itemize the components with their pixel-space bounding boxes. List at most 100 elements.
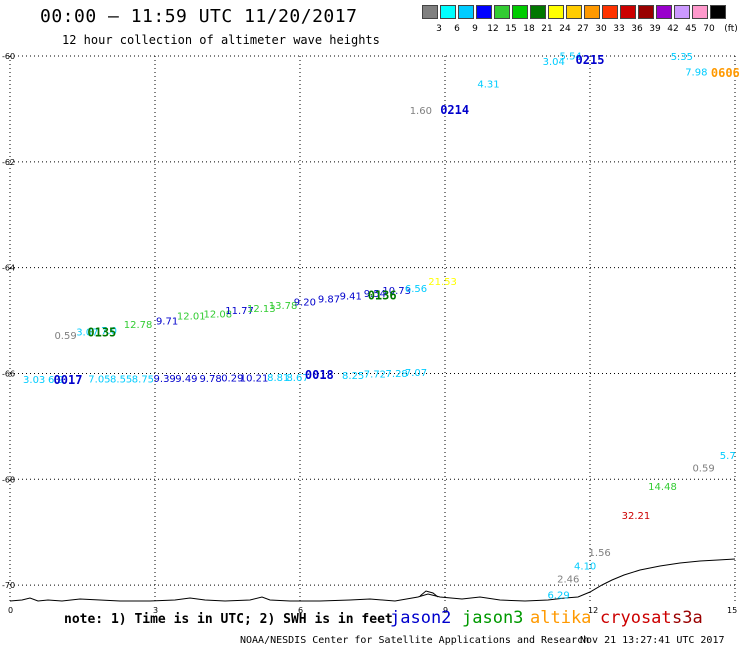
wave-height-value: 9.78 <box>199 374 221 385</box>
scale-swatch <box>566 5 582 19</box>
wave-height-value: 3.03 <box>23 375 45 386</box>
wave-height-value: 10.21 <box>240 373 269 384</box>
pass-label: 0017 <box>54 373 83 387</box>
wave-height-value: 0.59 <box>692 463 714 474</box>
wave-height-value: 12.08 <box>204 309 233 320</box>
scale-swatch <box>548 5 564 19</box>
wave-height-value: 11.77 <box>225 306 254 317</box>
wave-height-value: 3.04 <box>543 57 565 68</box>
pass-label: 0135 <box>87 325 116 339</box>
scale-tick-label: 36 <box>631 24 643 34</box>
scale-tick-label: 6 <box>454 24 460 34</box>
x-tick-label: 0 <box>8 606 13 615</box>
wave-height-value: 7.07 <box>405 368 427 379</box>
scale-tick-label: 42 <box>667 24 679 34</box>
pass-labels: 0214 0215 0606 0136 0135 0017 0018 <box>54 53 740 387</box>
wave-height-value: 0.29 <box>221 373 243 384</box>
wave-height-value: 5.7 <box>720 451 736 462</box>
scale-swatch <box>584 5 600 19</box>
scale-tick-label: 12 <box>487 24 499 34</box>
wave-height-value: 5.35 <box>671 52 693 63</box>
scale-swatch <box>422 5 438 19</box>
wave-height-value: 8.75 <box>132 374 154 385</box>
satellite-label-jason3: jason3 <box>462 608 524 628</box>
y-tick-label: -66 <box>2 369 15 378</box>
coast-island <box>419 590 439 598</box>
pass-label: 0018 <box>305 368 334 382</box>
wave-height-value: 9.49 <box>175 374 197 385</box>
scale-tick-label: 9 <box>472 24 478 34</box>
wave-height-value: 3.07 <box>76 327 98 338</box>
wave-height-value: 8.67 <box>286 373 308 384</box>
map-title: 00:00 – 11:59 UTC 11/20/2017 <box>40 6 358 27</box>
wave-height-value: 4.31 <box>477 80 499 91</box>
wave-height-value: 9.20 <box>294 298 316 309</box>
scale-tick-label: 45 <box>685 24 697 34</box>
wave-height-value: 9.39 <box>154 374 176 385</box>
scale-swatch <box>620 5 636 19</box>
wave-height-value: 6.56 <box>405 284 427 295</box>
scale-tick-label: 27 <box>577 24 589 34</box>
wave-height-value: 14.48 <box>648 482 677 493</box>
scale-tick-label: 33 <box>613 24 625 34</box>
wave-height-value: 12.78 <box>124 320 153 331</box>
wave-height-value: 4.10 <box>574 561 596 572</box>
scale-tick-label: 3 <box>436 24 442 34</box>
wave-height-value: 9.41 <box>340 291 362 302</box>
scale-tick-label: 30 <box>595 24 607 34</box>
wave-height-value: 9.71 <box>156 316 178 327</box>
scale-swatch <box>674 5 690 19</box>
y-tick-label: -64 <box>2 264 15 273</box>
wave-height-value: 8.55 <box>110 374 132 385</box>
grid-lines <box>9 55 736 601</box>
wave-height-value: 9.54 <box>364 289 386 300</box>
scale-swatch <box>656 5 672 19</box>
scale-tick-label: 21 <box>541 24 553 34</box>
footer-timestamp: Nov 21 13:27:41 UTC 2017 <box>580 635 725 646</box>
wave-height-value: 7.0 <box>101 326 117 337</box>
scale-swatch <box>602 5 618 19</box>
scale-tick-label: 70 <box>703 24 715 34</box>
wave-height-value: 6.29 <box>547 590 569 601</box>
wave-height-value: 5.54 <box>560 52 582 63</box>
scale-swatch <box>476 5 492 19</box>
wave-height-value: 12.01 <box>177 312 206 323</box>
wave-height-value: 8.25 <box>342 371 364 382</box>
y-tick-label: -62 <box>2 158 15 167</box>
scale-swatch <box>692 5 708 19</box>
satellite-label-altika: altika <box>530 608 592 628</box>
y-tick-label: -70 <box>2 581 15 590</box>
x-tick-label: 12 <box>588 606 598 615</box>
x-tick-label: 6 <box>298 606 303 615</box>
pass-label: 0214 <box>440 103 469 117</box>
scale-tick-label: 24 <box>559 24 571 34</box>
x-tick-label: 9 <box>443 606 448 615</box>
data-points: 1.60 4.31 3.045.54 5.35 7.98 0.59 3.07 7.0 12.78… <box>23 52 736 602</box>
coastline <box>9 558 736 602</box>
wave-height-value: 7.28 <box>386 369 408 380</box>
scale-unit-label: (ft) <box>724 24 738 34</box>
scale-tick-label: 18 <box>523 24 535 34</box>
scale-tick-label: 15 <box>505 24 517 34</box>
scale-swatch <box>440 5 456 19</box>
pass-label: 0136 <box>368 288 397 302</box>
y-tick-label: -60 <box>2 52 15 61</box>
map-subtitle: 12 hour collection of altimeter wave hei… <box>62 33 380 47</box>
satellite-label-jason2: jason2 <box>390 608 452 628</box>
wave-height-value: 12.13 <box>247 304 276 315</box>
wave-height-value: 1.60 <box>410 106 432 117</box>
x-tick-label: 3 <box>153 606 158 615</box>
scale-swatch <box>494 5 510 19</box>
wave-height-value: 7.98 <box>685 68 707 79</box>
pass-label: 0606 <box>711 66 740 80</box>
scale-swatch <box>530 5 546 19</box>
scale-swatch <box>458 5 474 19</box>
wave-height-value: 6.9 <box>48 375 64 386</box>
wave-height-value: 7.05 <box>88 374 110 385</box>
x-tick-label: 15 <box>727 606 737 615</box>
wave-height-value: 8.81 <box>267 373 289 384</box>
scale-swatch <box>710 5 726 19</box>
footer-credit: NOAA/NESDIS Center for Satellite Applica… <box>240 635 590 646</box>
wave-height-value: 32.21 <box>622 511 651 522</box>
